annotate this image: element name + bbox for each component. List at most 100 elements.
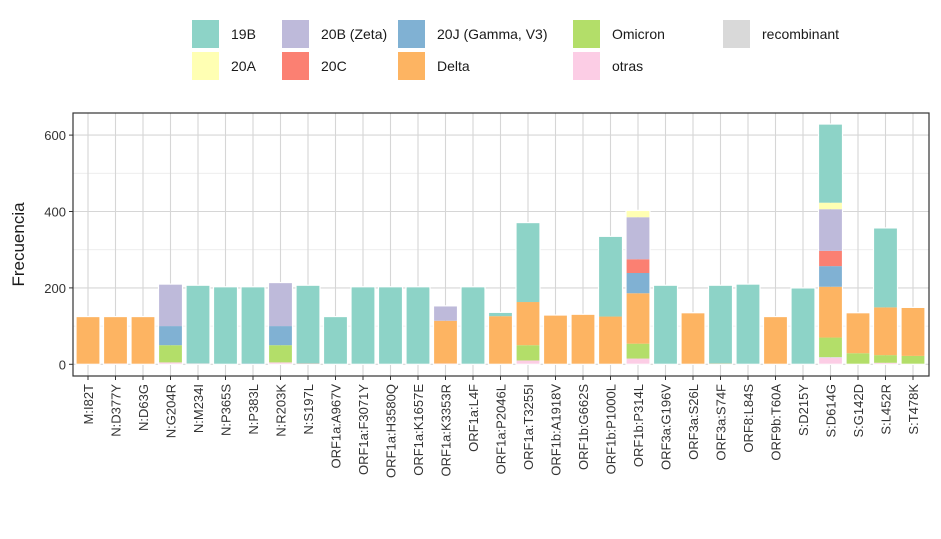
bar-outline — [487, 311, 514, 365]
bar-segment — [571, 314, 595, 365]
bar-segment — [516, 345, 540, 361]
x-tick-label: ORF8:L84S — [741, 384, 756, 453]
bar-segment — [543, 315, 568, 365]
bar-outline — [295, 284, 321, 365]
bar-segment — [241, 286, 265, 364]
bar-segment — [158, 326, 183, 346]
legend-swatch — [573, 52, 600, 80]
bar-segment — [296, 285, 320, 364]
bar-outline — [790, 287, 816, 365]
x-tick-label: N:P365S — [219, 384, 234, 436]
x-tick-label: N:D377Y — [109, 384, 124, 437]
x-tick-label: S:L452R — [879, 384, 894, 435]
legend-swatch — [723, 20, 750, 48]
bar-segment — [763, 316, 788, 365]
x-tick-label: ORF1a:L4F — [466, 384, 481, 452]
bar-segment — [626, 293, 650, 344]
x-tick-label: N:D63G — [136, 384, 151, 431]
bar-segment — [76, 316, 100, 365]
y-axis: 0 200 400 600 — [44, 128, 73, 372]
legend-swatch — [192, 52, 219, 80]
x-tick-label: S:T478K — [906, 384, 921, 435]
bar-segment — [818, 337, 843, 358]
bar-outline — [625, 209, 651, 365]
legend-label: Delta — [437, 58, 470, 74]
bar-segment — [873, 227, 898, 308]
x-tick-label: ORF1a:F3071Y — [356, 384, 371, 475]
bar-segment — [791, 287, 815, 365]
legend-item: 20A — [192, 52, 257, 80]
bars — [75, 123, 926, 365]
x-tick-label: ORF3a:S74F — [714, 384, 729, 461]
bar-segment — [653, 285, 678, 365]
legend-label: recombinant — [762, 26, 839, 42]
bar-segment — [406, 286, 430, 365]
bar-segment — [901, 355, 925, 365]
bar-segment — [818, 357, 843, 365]
bar-segment — [213, 286, 238, 365]
bar-outline — [845, 312, 871, 365]
x-tick-label: S:D215Y — [796, 384, 811, 436]
bar-outline — [597, 235, 624, 365]
x-tick-label: ORF1a:A967V — [329, 384, 344, 469]
legend-item: 20J (Gamma, V3) — [398, 20, 547, 48]
bar-segment — [626, 358, 650, 365]
x-tick-label: N:R203K — [274, 384, 289, 437]
bar-segment — [873, 362, 898, 365]
legend-item: 19B — [192, 20, 256, 48]
bar-segment — [901, 307, 925, 356]
x-tick-label: N:S197L — [301, 384, 316, 435]
x-tick-label: ORF1a:T3255I — [521, 384, 536, 470]
legend-swatch — [398, 20, 425, 48]
bar-segment — [131, 316, 155, 365]
bar-outline — [377, 286, 404, 365]
x-tick-label: ORF1a:P2046L — [494, 384, 509, 474]
legend-label: 20C — [321, 58, 347, 74]
legend-label: 19B — [231, 26, 256, 42]
x-tick-label: S:G142D — [851, 384, 866, 437]
bar-outline — [185, 284, 211, 365]
legend-swatch — [192, 20, 219, 48]
x-tick-label: M:I82T — [81, 384, 96, 425]
bar-segment — [268, 345, 293, 363]
x-axis: M:I82T N:D377Y N:D63G N:G204R N:M234I N:P365S… — [81, 376, 921, 478]
legend-label: 20A — [231, 58, 257, 74]
bar-outline — [130, 315, 156, 365]
bar-segment — [598, 316, 623, 365]
bar-segment — [351, 286, 375, 365]
bar-segment — [268, 282, 293, 327]
x-tick-label: ORF1b:P1000L — [604, 384, 619, 474]
x-tick-label: ORF9b:T60A — [769, 384, 784, 461]
bar-segment — [268, 326, 293, 346]
bar-segment — [708, 285, 733, 364]
bar-segment — [818, 209, 843, 251]
legend-swatch — [573, 20, 600, 48]
bar-outline — [707, 284, 734, 365]
y-tick-label: 200 — [44, 281, 66, 296]
x-tick-label: ORF3a:S26L — [686, 384, 701, 460]
bar-segment — [873, 355, 898, 363]
bar-segment — [516, 360, 540, 365]
legend-item: recombinant — [723, 20, 839, 48]
legend-label: 20J (Gamma, V3) — [437, 26, 547, 42]
bar-segment — [818, 250, 843, 267]
bar-outline — [817, 123, 844, 365]
bar-segment — [488, 316, 513, 365]
y-tick-label: 600 — [44, 128, 66, 143]
bar-segment — [818, 286, 843, 338]
bar-segment — [846, 353, 870, 365]
x-tick-label: N:G204R — [164, 384, 179, 438]
bar-outline — [762, 315, 789, 365]
bar-outline — [350, 286, 376, 365]
bar-segment — [158, 362, 183, 365]
bar-segment — [488, 312, 513, 317]
bar-outline — [900, 306, 926, 365]
bar-segment — [103, 316, 128, 364]
legend-item: Omicron — [573, 20, 665, 48]
bar-segment — [626, 343, 650, 359]
bar-segment — [626, 259, 650, 274]
y-axis-title: Frecuencia — [9, 202, 28, 287]
bar-segment — [873, 307, 898, 356]
x-tick-label: ORF1b:P314L — [631, 384, 646, 467]
